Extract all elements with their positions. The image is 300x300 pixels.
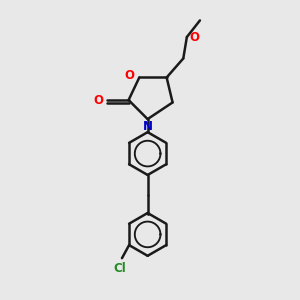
Text: Cl: Cl: [113, 262, 126, 275]
Text: N: N: [142, 120, 153, 133]
Text: O: O: [190, 31, 200, 44]
Text: O: O: [94, 94, 103, 106]
Text: O: O: [124, 69, 134, 82]
